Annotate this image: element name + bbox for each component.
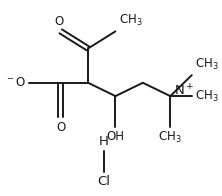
Text: N$^+$: N$^+$ — [174, 84, 195, 99]
Text: $^-$O: $^-$O — [5, 76, 26, 89]
Text: O: O — [56, 121, 65, 134]
Text: OH: OH — [107, 130, 125, 143]
Text: CH$_3$: CH$_3$ — [195, 89, 218, 104]
Text: CH$_3$: CH$_3$ — [195, 57, 218, 72]
Text: O: O — [54, 15, 63, 28]
Text: H: H — [99, 135, 109, 148]
Text: Cl: Cl — [97, 175, 110, 188]
Text: CH$_3$: CH$_3$ — [159, 130, 182, 145]
Text: CH$_3$: CH$_3$ — [119, 13, 143, 28]
